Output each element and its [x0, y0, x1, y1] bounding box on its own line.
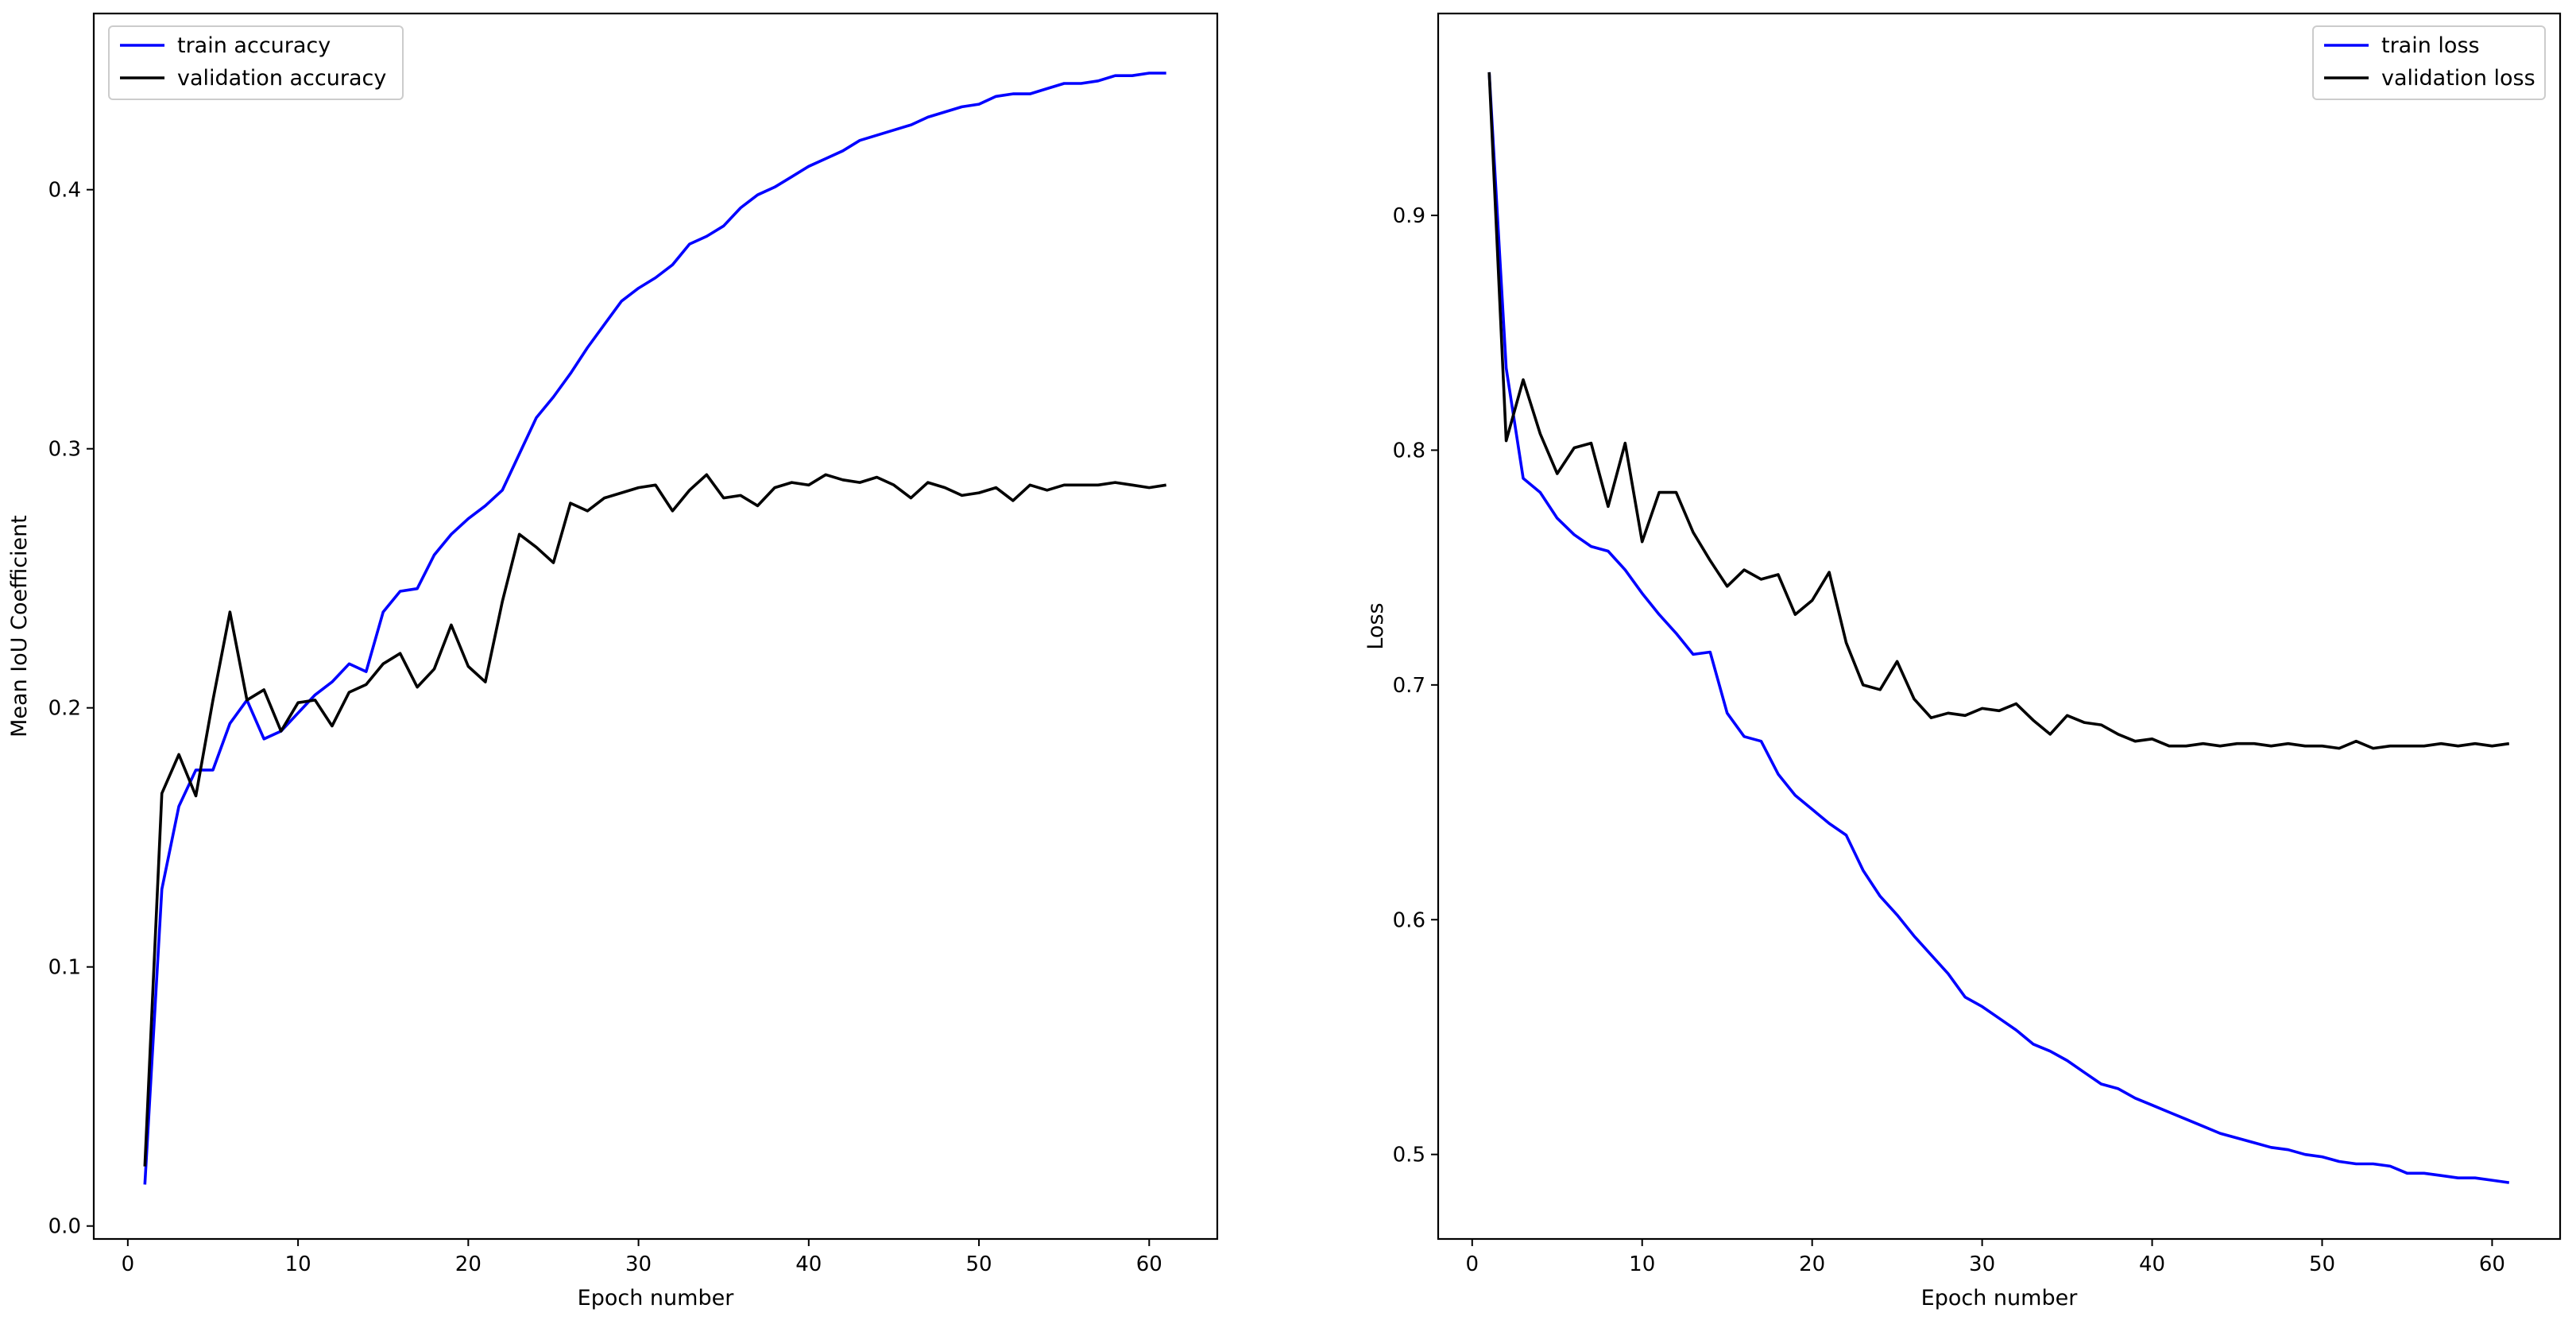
legend-label: train loss [2381, 33, 2480, 58]
series-line-validation-accuracy [143, 473, 1166, 1167]
x-tick-label: 0 [1466, 1252, 1479, 1276]
y-axis-label: Mean IoU Coefficient [7, 515, 32, 737]
x-tick-label: 60 [1136, 1252, 1162, 1276]
x-tick-label: 50 [966, 1252, 992, 1276]
legend-box [108, 25, 404, 100]
legend: train accuracy validation accuracy [108, 25, 404, 100]
x-tick-label: 40 [2139, 1252, 2165, 1276]
y-tick-label: 0.3 [48, 438, 81, 462]
legend-label: train accuracy [177, 33, 331, 58]
x-tick-label: 60 [2479, 1252, 2505, 1276]
x-tick-label: 30 [1969, 1252, 1995, 1276]
x-tick-label: 30 [625, 1252, 652, 1276]
axes-frame [92, 12, 1219, 1241]
chart-2: 0 10 20 30 40 50 60 0.5 0.6 0.7 0.8 0.9 Epoch number… [1363, 12, 2562, 1310]
y-tick-label: 0.4 [48, 179, 81, 203]
legend-label: validation loss [2381, 66, 2535, 91]
x-axis-label: Epoch number [1921, 1286, 2079, 1310]
axes-frame [1437, 12, 2562, 1241]
x-tick-label: 10 [285, 1252, 311, 1276]
y-tick-label: 0.6 [1393, 908, 1425, 932]
x-tick-label: 20 [1799, 1252, 1825, 1276]
series-line-validation-loss [1487, 72, 2510, 750]
chart-1: 0 10 20 30 40 50 60 0.0 0.1 0.2 0.3 0.4 Epoch number… [7, 12, 1219, 1310]
legend-box [2312, 25, 2546, 100]
y-axis-label: Loss [1363, 602, 1388, 649]
x-tick-label: 10 [1629, 1252, 1655, 1276]
y-tick-label: 0.0 [48, 1215, 81, 1239]
x-tick-label: 40 [795, 1252, 822, 1276]
y-tick-label: 0.1 [48, 956, 81, 980]
legend: train loss validation loss [2312, 25, 2546, 100]
legend-label: validation accuracy [177, 66, 386, 91]
series-line-train-loss [1487, 72, 2510, 1184]
x-tick-label: 0 [122, 1252, 135, 1276]
y-tick-label: 0.8 [1393, 439, 1425, 463]
series-line-train-accuracy [143, 72, 1166, 1185]
y-tick-label: 0.7 [1393, 674, 1425, 698]
x-tick-label: 50 [2309, 1252, 2335, 1276]
x-tick-label: 20 [455, 1252, 482, 1276]
y-tick-label: 0.5 [1393, 1144, 1425, 1167]
y-tick-label: 0.2 [48, 697, 81, 721]
y-tick-label: 0.9 [1393, 204, 1425, 228]
x-axis-label: Epoch number [578, 1286, 735, 1310]
